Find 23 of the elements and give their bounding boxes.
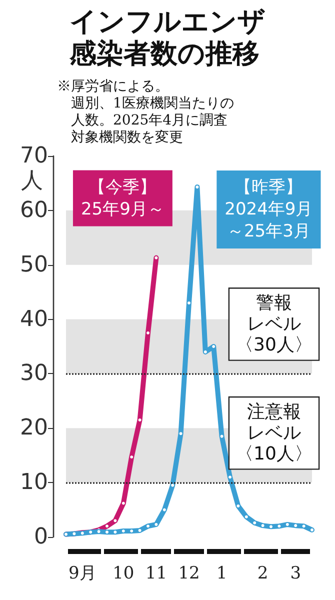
x-tick-label: 12 — [178, 564, 200, 584]
text: 【今季】25年9月～ — [80, 177, 164, 220]
y-tick-label: 40 — [20, 306, 48, 332]
ref-line-label: 警報レベル〈30人〉 — [236, 292, 312, 356]
y-tick-label: 0 — [34, 524, 48, 550]
y-axis-title: 人 — [21, 168, 43, 194]
chart-title: インフルエンザ感染者数の推移 — [68, 6, 266, 70]
x-tick-label: 11 — [145, 564, 168, 584]
y-tick-label: 20 — [20, 416, 48, 441]
series-label: 【昨季】2024年9月～25年3月 — [224, 178, 313, 242]
x-tick-label: 10 — [112, 564, 134, 584]
x-tick-label: 9月 — [68, 564, 96, 584]
x-tick-label: 2 — [257, 564, 268, 584]
text: ※厚労省による。 — [57, 78, 169, 94]
y-tick-label: 30 — [20, 361, 48, 386]
x-tick-label: 1 — [216, 564, 228, 584]
y-tick-label: 70 — [20, 144, 48, 168]
text: 週別、1医療機関当たりの人数。2025年4月に調査対象機関数を変更 — [71, 96, 234, 146]
ref-line-label: 注意報レベル〈10人〉 — [236, 402, 312, 465]
y-tick-label: 60 — [20, 198, 48, 223]
y-tick-label: 10 — [20, 470, 48, 496]
y-tick-label: 50 — [20, 252, 48, 278]
x-tick-label: 3 — [290, 564, 302, 584]
